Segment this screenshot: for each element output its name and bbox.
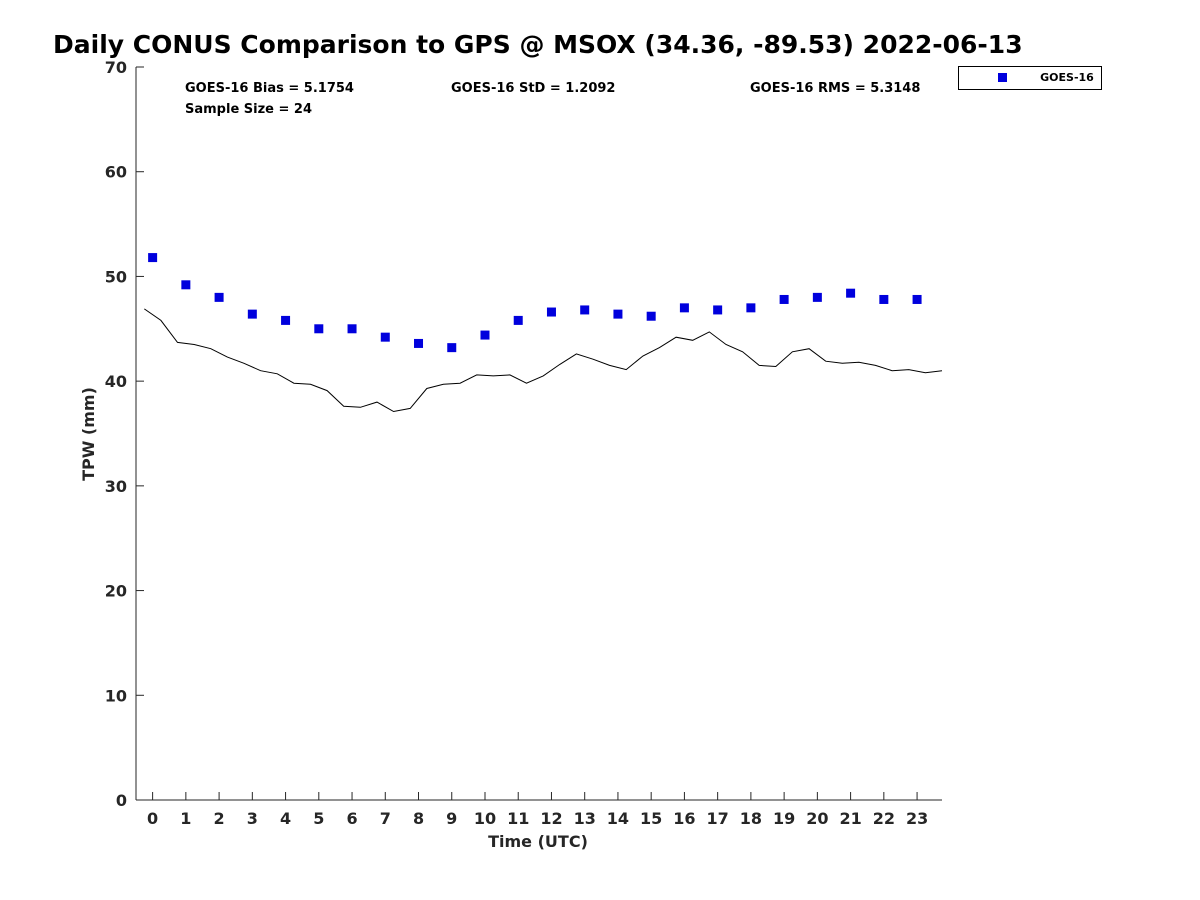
x-tick-label: 15 <box>640 809 662 828</box>
x-tick-label: 20 <box>806 809 828 828</box>
y-tick-label: 70 <box>105 58 127 77</box>
x-tick-label: 13 <box>574 809 596 828</box>
goes16-point <box>746 303 756 313</box>
y-tick-label: 10 <box>105 686 127 705</box>
gps-series <box>144 308 943 413</box>
x-tick-label: 5 <box>313 809 324 828</box>
bias-annotation: GOES-16 Bias = 5.1754 <box>185 81 354 96</box>
goes16-point <box>281 315 291 325</box>
y-tick-label: 0 <box>116 791 127 810</box>
x-tick-label: 4 <box>280 809 291 828</box>
y-axis-label: TPW (mm) <box>79 387 98 481</box>
goes16-point <box>679 303 689 313</box>
x-tick-label: 3 <box>247 809 258 828</box>
x-tick-label: 17 <box>707 809 729 828</box>
rms-annotation: GOES-16 RMS = 5.3148 <box>750 81 920 96</box>
x-tick-label: 7 <box>380 809 391 828</box>
goes16-point <box>580 305 590 315</box>
x-tick-label: 10 <box>474 809 496 828</box>
x-tick-label: 2 <box>214 809 225 828</box>
x-tick-label: 16 <box>673 809 695 828</box>
x-tick-label: 18 <box>740 809 762 828</box>
goes16-point <box>812 292 822 302</box>
x-tick-label: 9 <box>446 809 457 828</box>
legend-label-goes16: GOES-16 <box>1040 71 1094 84</box>
legend: GOES-16 <box>958 66 1102 90</box>
x-tick-label: 22 <box>873 809 895 828</box>
x-axis-label: Time (UTC) <box>488 832 588 851</box>
sample-size-annotation: Sample Size = 24 <box>185 102 312 117</box>
goes16-point <box>214 292 224 302</box>
goes16-point <box>846 288 856 298</box>
x-tick-label: 1 <box>180 809 191 828</box>
goes16-point <box>513 315 523 325</box>
goes16-point <box>912 294 922 304</box>
goes16-point <box>646 311 656 321</box>
y-tick-label: 60 <box>105 163 127 182</box>
x-tick-label: 23 <box>906 809 928 828</box>
y-tick-label: 50 <box>105 267 127 286</box>
gps-line <box>144 308 943 413</box>
std-annotation: GOES-16 StD = 1.2092 <box>451 81 615 96</box>
legend-marker-goes16 <box>998 73 1007 82</box>
goes16-point <box>879 294 889 304</box>
goes16-point <box>713 305 723 315</box>
axes <box>135 67 942 801</box>
goes16-point <box>414 338 424 348</box>
x-tick-label: 12 <box>540 809 562 828</box>
goes16-point <box>380 332 390 342</box>
x-tick-label: 6 <box>346 809 357 828</box>
goes16-point <box>347 324 357 334</box>
goes16-point <box>181 280 191 290</box>
goes16-point <box>148 253 158 263</box>
goes16-point <box>480 330 490 340</box>
goes16-point <box>314 324 324 334</box>
x-tick-label: 8 <box>413 809 424 828</box>
x-tick-label: 14 <box>607 809 629 828</box>
x-tick-label: 19 <box>773 809 795 828</box>
goes16-point <box>546 307 556 317</box>
x-tick-label: 21 <box>839 809 861 828</box>
goes16-point <box>247 309 257 319</box>
goes16-point <box>779 294 789 304</box>
y-tick-label: 30 <box>105 477 127 496</box>
chart-title: Daily CONUS Comparison to GPS @ MSOX (34… <box>53 30 1023 59</box>
x-tick-label: 11 <box>507 809 529 828</box>
x-tick-label: 0 <box>147 809 158 828</box>
y-tick-label: 40 <box>105 372 127 391</box>
goes16-point <box>447 343 457 353</box>
goes16-point <box>613 309 623 319</box>
legend-box <box>958 66 1102 90</box>
goes16-series <box>148 253 922 353</box>
y-tick-label: 20 <box>105 582 127 601</box>
